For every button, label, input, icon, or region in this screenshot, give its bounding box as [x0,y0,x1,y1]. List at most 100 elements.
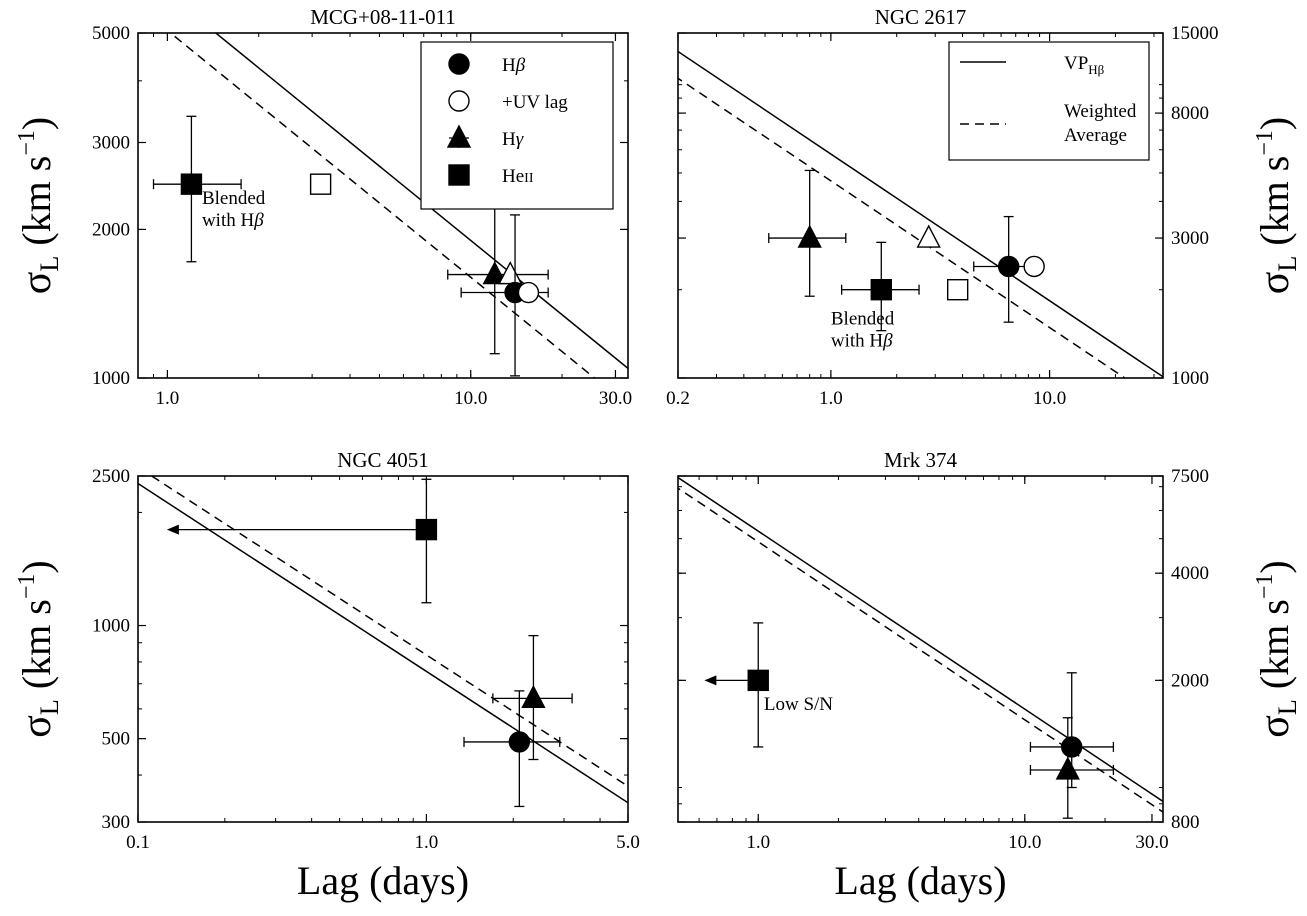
legend-lines: VPHβ Weighted Average [948,41,1150,161]
data-point-circle [517,281,540,304]
x-tick-label: 10.0 [454,388,487,409]
legend-markers: Hβ +UV lag Hγ HeII [420,41,614,210]
y-axis-label: σL (km s−1) [1252,560,1302,737]
y-tick-label: 500 [102,729,131,750]
vp-line [678,476,1163,803]
panel-title: NGC 4051 [337,448,429,472]
legend-label: Average [1064,125,1127,146]
y-tick-label: 5000 [92,23,130,44]
legend-label: Hγ [502,129,524,150]
annotation-text: Low S/N [764,694,833,715]
x-tick-label: 10.0 [1008,832,1041,853]
plot-frame [677,475,1164,823]
y-axis-label: σL (km s−1) [14,560,64,737]
marker-circle-open [517,281,540,304]
data-point-square [166,478,438,604]
y-tick-label: 1000 [1171,368,1209,389]
marker-triangle-filled [797,224,822,248]
legend-label: HeII [502,166,534,187]
annotation-text: Blended with Hβ [202,188,266,231]
legend-label: Hβ [502,55,526,76]
marker-circle-filled [508,731,531,753]
y-tick-label: 2500 [92,466,130,487]
x-tick-label: 0.1 [126,832,150,853]
vp-line [138,482,628,804]
marker-circle-filled [1061,736,1083,758]
panel-2: NGC 2617 1000 3000 8000 15000 0.2 1.0 10.0 Blend… [666,5,1302,409]
y-tick-label: 4000 [1171,563,1209,584]
marker-triangle-filled [521,684,546,709]
data-point-circle [973,215,1038,323]
y-tick-label: 15000 [1171,23,1219,44]
marker-triangle-filled [1055,756,1080,780]
weighted-average-line [678,487,1163,813]
x-axis-label: Lag (days) [834,858,1006,903]
x-tick-label: 1.0 [819,388,843,409]
panel-1: MCG+08-11-011 1000 2000 3000 5000 1.0 10.0 30.0… [14,5,632,409]
plot-frame [677,32,1164,379]
relation-lines [678,476,1163,813]
x-tick-label: 5.0 [616,832,640,853]
data-point-square [840,241,920,332]
marker-triangle-filled [482,261,507,285]
y-tick-label: 300 [102,812,131,833]
x-tick-label: 1.0 [746,832,770,853]
data-point-square [704,622,769,748]
marker-square-filled [747,669,769,692]
weighted-average-line [150,476,628,788]
relation-lines [138,476,628,804]
y-axis-label: σL (km s−1) [14,117,64,294]
legend-marker-circle [448,90,470,112]
legend-marker-circle [448,53,470,75]
panel-title: Mrk 374 [884,448,957,472]
legend-marker-square [448,164,470,186]
y-axis-label: σL (km s−1) [1252,117,1302,294]
vp-line [214,33,628,370]
data-point-circle [463,690,561,808]
marker-triangle-open [916,224,941,248]
data-point-circle [1029,672,1115,789]
weighted-average-line [678,77,1127,378]
data-point-triangle [768,169,847,297]
x-tick-label: 30.0 [1135,832,1168,853]
upper-limit-arrow [166,524,179,535]
relation-lines [169,33,628,378]
y-tick-label: 7500 [1171,466,1209,487]
panel-4: Mrk 374 800 2000 4000 7500 1.0 10.0 30.0 Low S/N… [677,448,1302,903]
data-point-square [309,173,332,195]
marker-square-filled [415,518,438,541]
y-tick-label: 1000 [92,368,130,389]
vp-line [678,50,1163,378]
marker-square-filled [870,278,892,301]
marker-circle-open [1023,255,1045,278]
relation-lines [678,50,1163,378]
marker-square-open [309,173,332,195]
plot-frame [137,475,629,823]
legend-label: Weighted [1064,101,1137,122]
marker-circle-filled [997,255,1020,278]
legend-marker-triangle [446,124,472,148]
y-tick-label: 8000 [1171,103,1209,124]
y-tick-label: 800 [1171,812,1200,833]
data-point-triangle [492,634,573,761]
x-tick-label: 30.0 [599,388,632,409]
legend-label: +UV lag [502,92,568,113]
y-tick-label: 3000 [1171,228,1209,249]
data-point-triangle [447,187,549,355]
x-axis-label: Lag (days) [297,858,469,903]
panel-title: MCG+08-11-011 [310,5,456,29]
y-tick-label: 2000 [92,219,130,240]
upper-limit-arrow [704,675,717,686]
data-point-square [946,278,969,301]
marker-square-filled [180,173,203,195]
data-point-circle [1023,255,1045,278]
panel-3: NGC 4051 300 500 1000 2500 0.1 1.0 5.0 σL (km s−… [14,448,640,903]
x-tick-label: 1.0 [415,832,439,853]
y-tick-label: 2000 [1171,670,1209,691]
panel-title: NGC 2617 [875,5,967,29]
plot-frame [137,32,629,379]
x-tick-label: 1.0 [156,388,180,409]
data-point-square [152,115,242,263]
